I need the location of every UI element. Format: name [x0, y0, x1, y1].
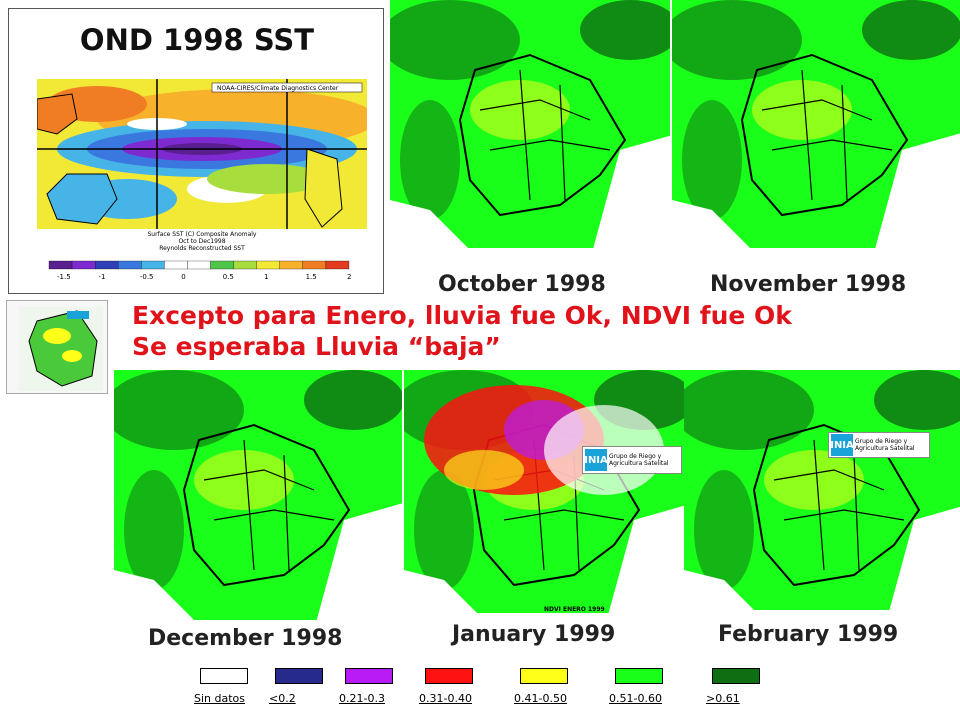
legend-label: 0.41-0.50: [514, 692, 567, 705]
legend-label: Sin datos: [194, 692, 246, 705]
sst-caption-2: Oct to Dec1998: [178, 238, 226, 245]
legend-label: >0.61: [706, 692, 740, 705]
colorbar-tick-label: 0.5: [223, 273, 234, 281]
colorbar-swatch: [233, 260, 257, 270]
ndvi-legend: Sin datos <0.2 0.21-0.3 0.31-0.40 0.41-0.50 0…: [190, 666, 790, 710]
jan-map-caption: NDVI ENERO 1999: [544, 606, 605, 613]
legend-swatch: [615, 668, 663, 684]
ndvi-map-oct: [390, 0, 670, 248]
colorbar-tick-label: 1.5: [306, 273, 317, 281]
colorbar-swatch: [187, 260, 211, 270]
headline-line-2: Se esperaba Lluvia “baja”: [132, 332, 501, 361]
ndvi-map-jan: NDVI ENERO 1999: [404, 370, 684, 613]
inia-logo-icon: INIA: [830, 434, 854, 456]
legend-swatch: [200, 668, 248, 684]
colorbar-swatch: [325, 260, 350, 270]
colorbar-tick-label: 0: [181, 273, 185, 281]
legend-swatch: [345, 668, 393, 684]
label-february-1999: February 1999: [718, 622, 899, 647]
label-january-1999: January 1999: [452, 622, 616, 647]
legend-swatch: [520, 668, 568, 684]
colorbar-tick-label: -0.5: [140, 273, 154, 281]
thumbnail-map: [6, 300, 108, 394]
legend-label: 0.31-0.40: [419, 692, 472, 705]
colorbar-swatch: [141, 260, 165, 270]
legend-swatch: [425, 668, 473, 684]
label-october-1998: October 1998: [438, 272, 606, 297]
colorbar-swatch: [95, 260, 119, 270]
ndvi-map-nov: [672, 0, 960, 248]
sst-anomaly-map: NOAA-CIRES/Climate Diagnostics Center: [37, 79, 367, 229]
colorbar-tick-label: 1: [264, 273, 268, 281]
colorbar-swatch: [71, 260, 96, 270]
headline-line-1: Excepto para Enero, lluvia fue Ok, NDVI …: [132, 301, 792, 330]
colorbar-swatch: [164, 260, 188, 270]
colorbar-swatch: [279, 260, 303, 270]
inia-logo-icon: INIA: [584, 449, 608, 471]
legend-label: 0.51-0.60: [609, 692, 662, 705]
colorbar-swatch: [118, 260, 142, 270]
legend-swatch: [275, 668, 323, 684]
colorbar-swatch: [210, 260, 234, 270]
sst-title: OND 1998 SST: [79, 23, 315, 57]
sst-colorbar: -1.5 -1 -0.5 0 0.5 1 1.5 2: [48, 260, 351, 281]
colorbar-tick-label: -1: [98, 273, 105, 281]
grupo-logo-feb: INIA Grupo de Riego y Agricultura Sateli…: [828, 432, 930, 458]
colorbar-swatch: [302, 260, 327, 270]
colorbar-swatch: [256, 260, 280, 270]
label-november-1998: November 1998: [710, 272, 907, 297]
label-december-1998: December 1998: [148, 626, 343, 651]
ndvi-map-dec: [114, 370, 402, 620]
sst-source-label: NOAA-CIRES/Climate Diagnostics Center: [217, 85, 339, 92]
legend-swatch: [712, 668, 760, 684]
legend-label: 0.21-0.3: [339, 692, 385, 705]
grupo-logo-jan: INIA Grupo de Riego y Agricultura Sateli…: [582, 446, 682, 474]
ndvi-map-feb: [684, 370, 960, 610]
colorbar-tick-label: 2: [347, 273, 351, 281]
grupo-logo-text: Grupo de Riego y Agricultura Satelital: [855, 438, 915, 452]
colorbar-tick-label: -1.5: [57, 273, 71, 281]
colorbar-swatch: [48, 260, 73, 270]
sst-caption-3: Reynolds Reconstructed SST: [159, 245, 245, 252]
sst-caption-1: Surface SST (C) Composite Anomaly: [147, 231, 257, 238]
headline: Excepto para Enero, lluvia fue Ok, NDVI …: [132, 300, 952, 362]
legend-label: <0.2: [269, 692, 296, 705]
grupo-logo-text: Grupo de Riego y Agricultura Satelital: [609, 453, 669, 467]
sst-panel: OND 1998 SST NOAA-CIRES/Climate Diagnost…: [8, 8, 384, 294]
